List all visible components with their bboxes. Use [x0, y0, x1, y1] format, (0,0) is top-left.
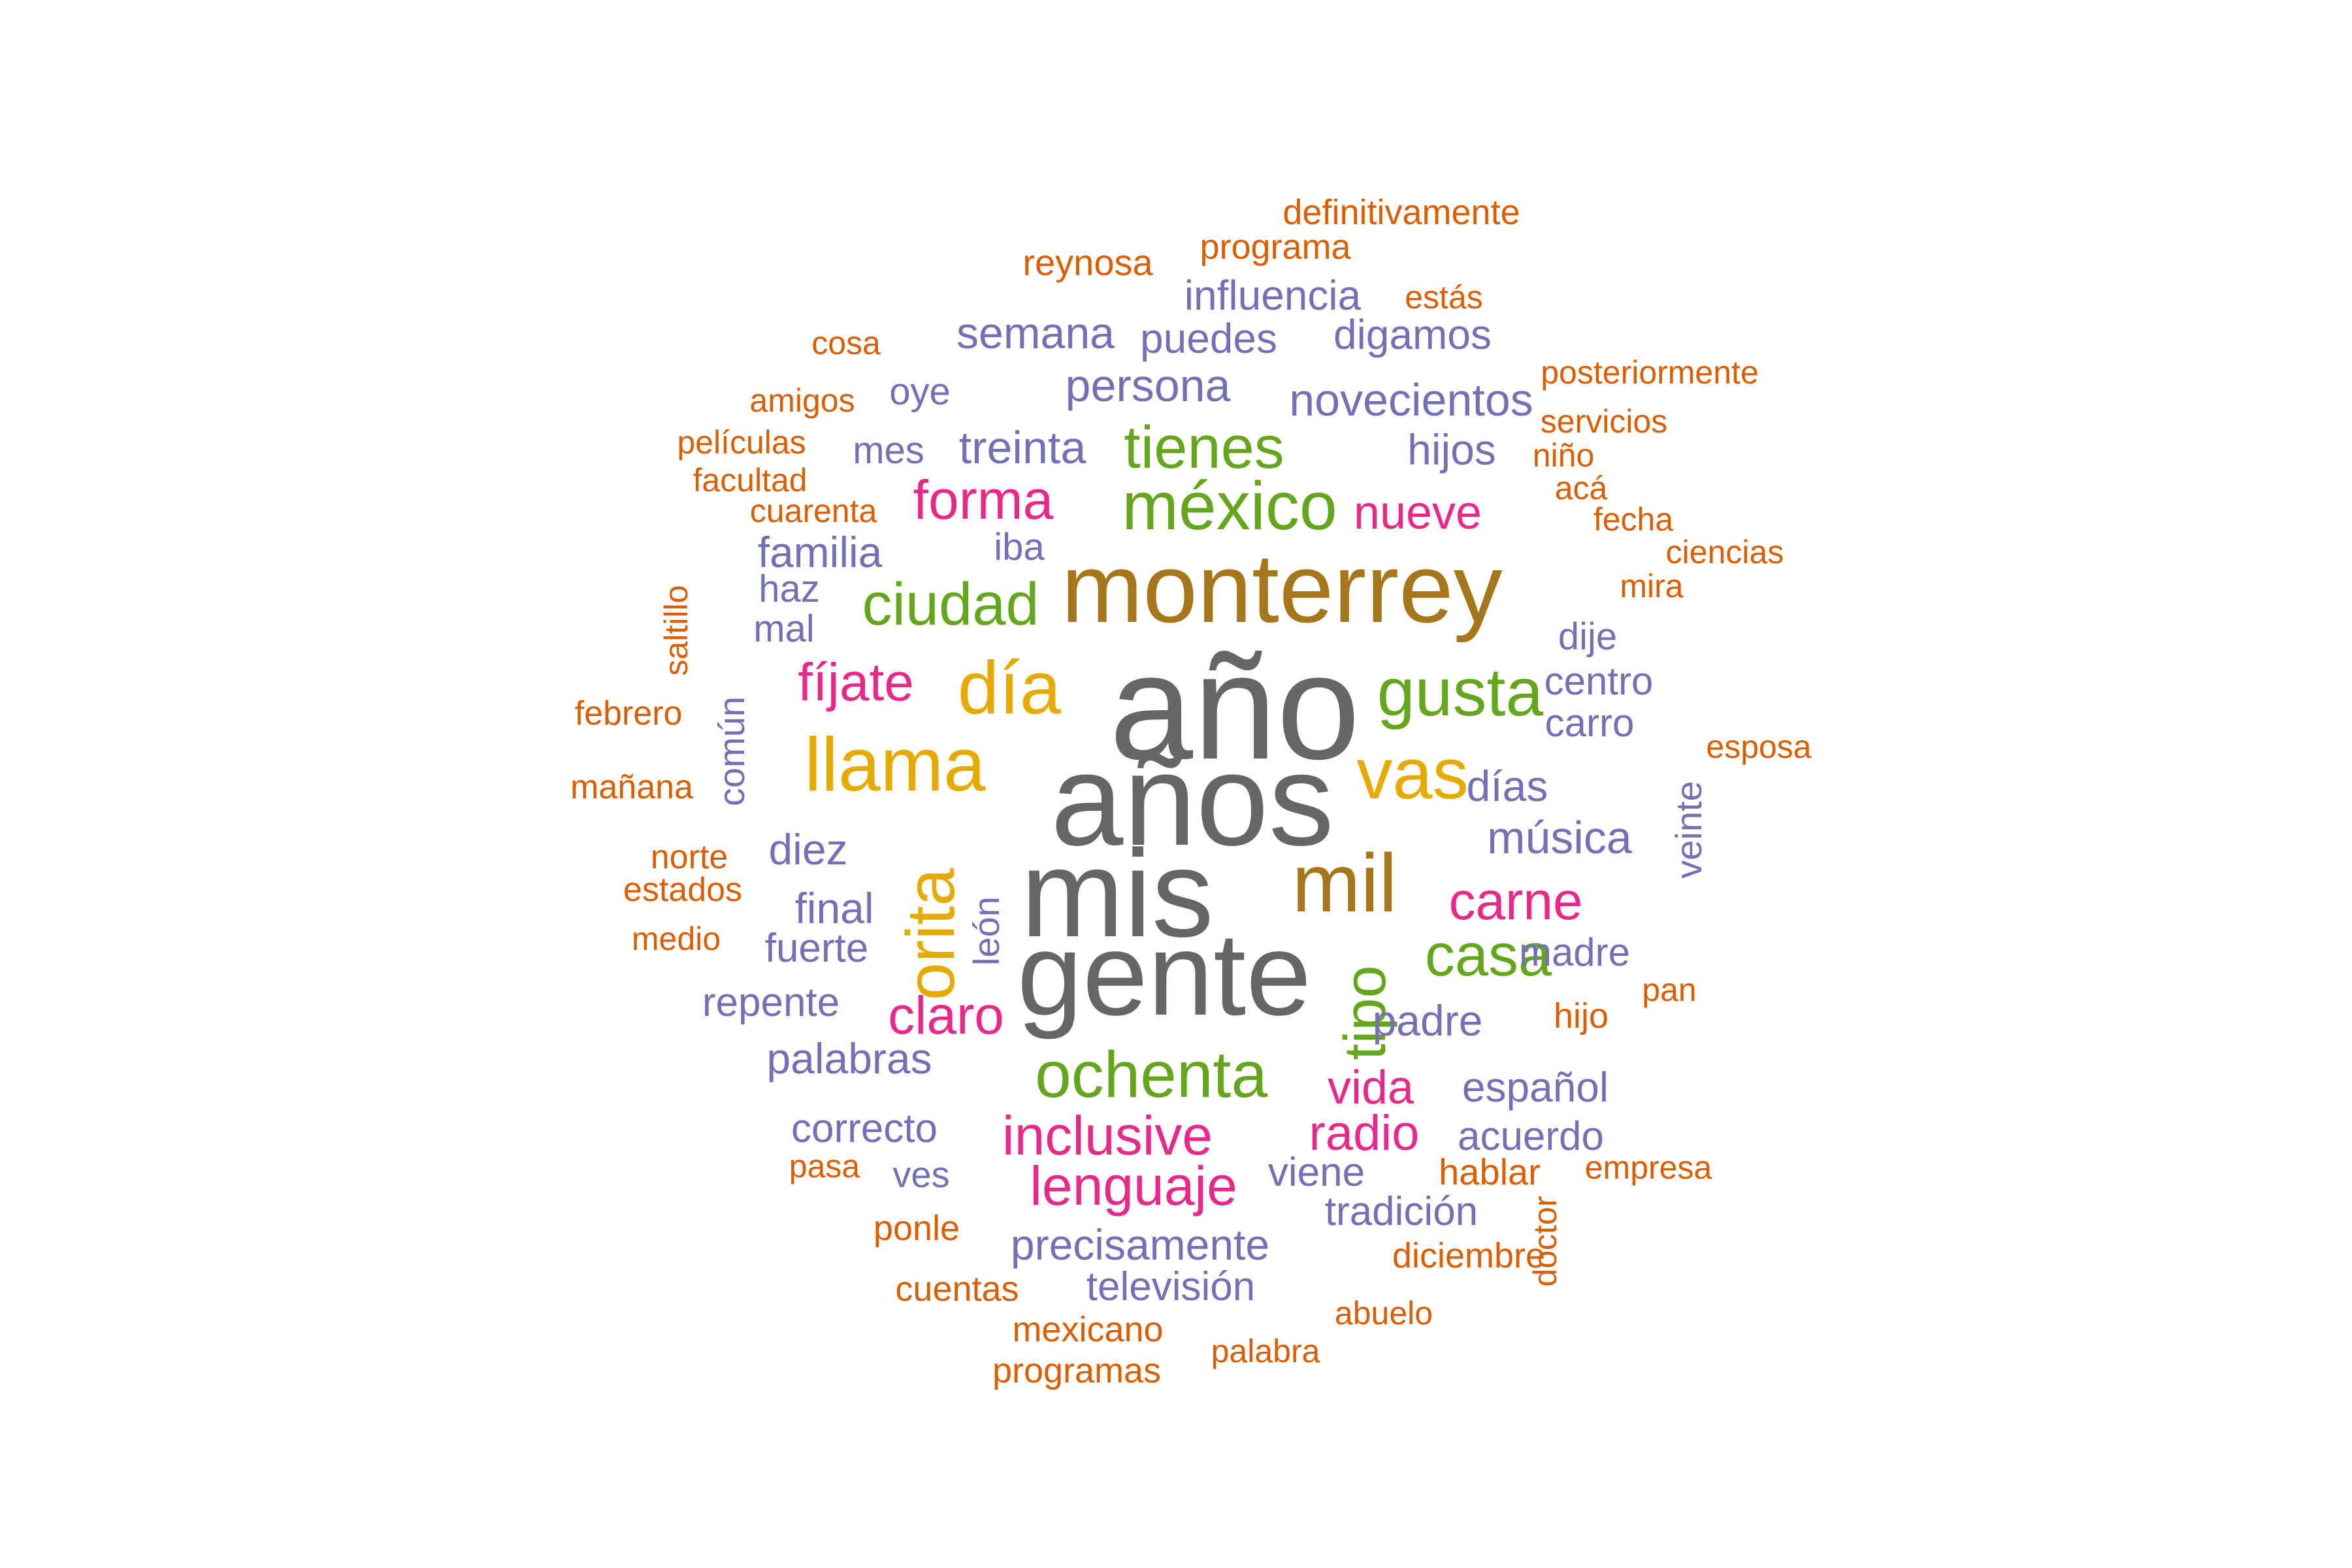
- word-comun: común: [711, 696, 752, 807]
- word-reynosa: reynosa: [1022, 242, 1153, 283]
- word-radio: radio: [1309, 1105, 1420, 1161]
- word-precisamente: precisamente: [1010, 1220, 1270, 1269]
- word-claro: claro: [888, 986, 1004, 1045]
- word-cuarenta: cuarenta: [749, 493, 877, 529]
- word-pasa: pasa: [789, 1148, 860, 1184]
- word-novecientos: novecientos: [1289, 374, 1533, 425]
- word-hijo: hijo: [1553, 996, 1609, 1036]
- word-television: televisión: [1086, 1264, 1256, 1309]
- word-monterrey: monterrey: [1061, 533, 1503, 643]
- word-mil: mil: [1292, 837, 1397, 929]
- word-hijos: hijos: [1407, 425, 1496, 474]
- word-diciembre: diciembre: [1392, 1236, 1546, 1275]
- word-fijate: fíjate: [798, 653, 914, 712]
- word-manana: mañana: [570, 768, 693, 806]
- word-medio: medio: [631, 921, 721, 957]
- word-fecha: fecha: [1593, 501, 1674, 538]
- word-final: final: [794, 884, 874, 932]
- word-carro: carro: [1544, 701, 1635, 745]
- word-ano: año: [1109, 623, 1360, 791]
- word-acuerdo: acuerdo: [1457, 1114, 1605, 1159]
- word-puedes: puedes: [1140, 315, 1277, 362]
- word-mal: mal: [753, 608, 815, 650]
- word-forma: forma: [913, 469, 1054, 531]
- word-madre: madre: [1518, 930, 1631, 974]
- word-ciencias: ciencias: [1665, 534, 1784, 570]
- word-carne: carne: [1448, 872, 1583, 931]
- word-mes: mes: [853, 429, 924, 472]
- word-pan: pan: [1642, 972, 1697, 1008]
- word-dias: días: [1466, 762, 1548, 810]
- word-mis: mis: [1021, 825, 1214, 963]
- word-posteriormente: posteriormente: [1541, 354, 1759, 391]
- word-saltillo: saltillo: [658, 585, 694, 676]
- word-norte: norte: [650, 838, 728, 876]
- word-peliculas: películas: [677, 424, 806, 461]
- word-repente: repente: [702, 980, 840, 1025]
- word-nino: niño: [1532, 437, 1595, 474]
- word-fuerte: fuerte: [764, 926, 869, 971]
- word-palabra: palabra: [1211, 1333, 1320, 1369]
- word-mexicano: mexicano: [1012, 1310, 1164, 1349]
- word-centro: centro: [1544, 659, 1654, 703]
- word-espanol: español: [1462, 1064, 1609, 1111]
- word-estados: estados: [623, 871, 743, 909]
- word-vas: vas: [1356, 734, 1469, 814]
- word-inclusive: inclusive: [1002, 1105, 1213, 1166]
- word-amigos: amigos: [749, 382, 855, 419]
- word-tradicion: tradición: [1324, 1189, 1478, 1234]
- word-familia: familia: [757, 528, 883, 576]
- word-mira: mira: [1620, 568, 1684, 604]
- word-semana: semana: [956, 308, 1115, 358]
- word-aca: acá: [1554, 470, 1608, 506]
- word-casa: casa: [1424, 922, 1552, 988]
- word-febrero: febrero: [574, 694, 683, 732]
- word-gente: gente: [1017, 909, 1312, 1040]
- word-dia: día: [957, 647, 1062, 730]
- word-mexico: méxico: [1122, 468, 1337, 544]
- word-diez: diez: [768, 825, 848, 874]
- word-ves: ves: [892, 1154, 950, 1195]
- word-cosa: cosa: [811, 325, 881, 361]
- word-definitivamente: definitivamente: [1282, 193, 1520, 232]
- word-haz: haz: [759, 568, 820, 610]
- word-doctor: doctor: [1527, 1196, 1563, 1287]
- word-cuentas: cuentas: [895, 1269, 1019, 1309]
- word-oye: oye: [889, 370, 951, 413]
- word-tienes: tienes: [1124, 414, 1284, 481]
- word-palabras: palabras: [766, 1034, 932, 1083]
- word-vida: vida: [1327, 1062, 1414, 1114]
- word-musica: música: [1487, 812, 1632, 863]
- word-treinta: treinta: [958, 422, 1086, 473]
- word-correcto: correcto: [791, 1106, 938, 1151]
- word-dije: dije: [1558, 615, 1618, 658]
- word-ciudad: ciudad: [862, 571, 1039, 638]
- word-persona: persona: [1065, 360, 1231, 411]
- word-iba: iba: [994, 526, 1045, 568]
- word-gusta: gusta: [1377, 655, 1544, 730]
- word-servicios: servicios: [1540, 403, 1668, 440]
- word-influencia: influencia: [1184, 272, 1362, 319]
- word-ochenta: ochenta: [1035, 1038, 1267, 1111]
- word-programas: programas: [992, 1351, 1162, 1390]
- word-llama: llama: [804, 722, 986, 807]
- word-padre: padre: [1372, 996, 1483, 1045]
- word-nueve: nueve: [1353, 487, 1482, 539]
- word-anos: años: [1051, 727, 1334, 873]
- word-empresa: empresa: [1584, 1149, 1712, 1186]
- word-abuelo: abuelo: [1334, 1295, 1433, 1331]
- word-esposa: esposa: [1706, 728, 1812, 765]
- word-viene: viene: [1267, 1150, 1365, 1195]
- word-leon: león: [966, 896, 1007, 966]
- word-digamos: digamos: [1333, 311, 1492, 358]
- word-ponle: ponle: [873, 1209, 960, 1248]
- word-orita: orita: [893, 868, 969, 1001]
- word-estas: estás: [1405, 279, 1483, 316]
- word-programa: programa: [1200, 227, 1351, 267]
- word-facultad: facultad: [693, 462, 808, 498]
- word-hablar: hablar: [1439, 1151, 1541, 1192]
- word-lenguaje: lenguaje: [1030, 1155, 1237, 1217]
- word-veinte: veinte: [1668, 781, 1709, 879]
